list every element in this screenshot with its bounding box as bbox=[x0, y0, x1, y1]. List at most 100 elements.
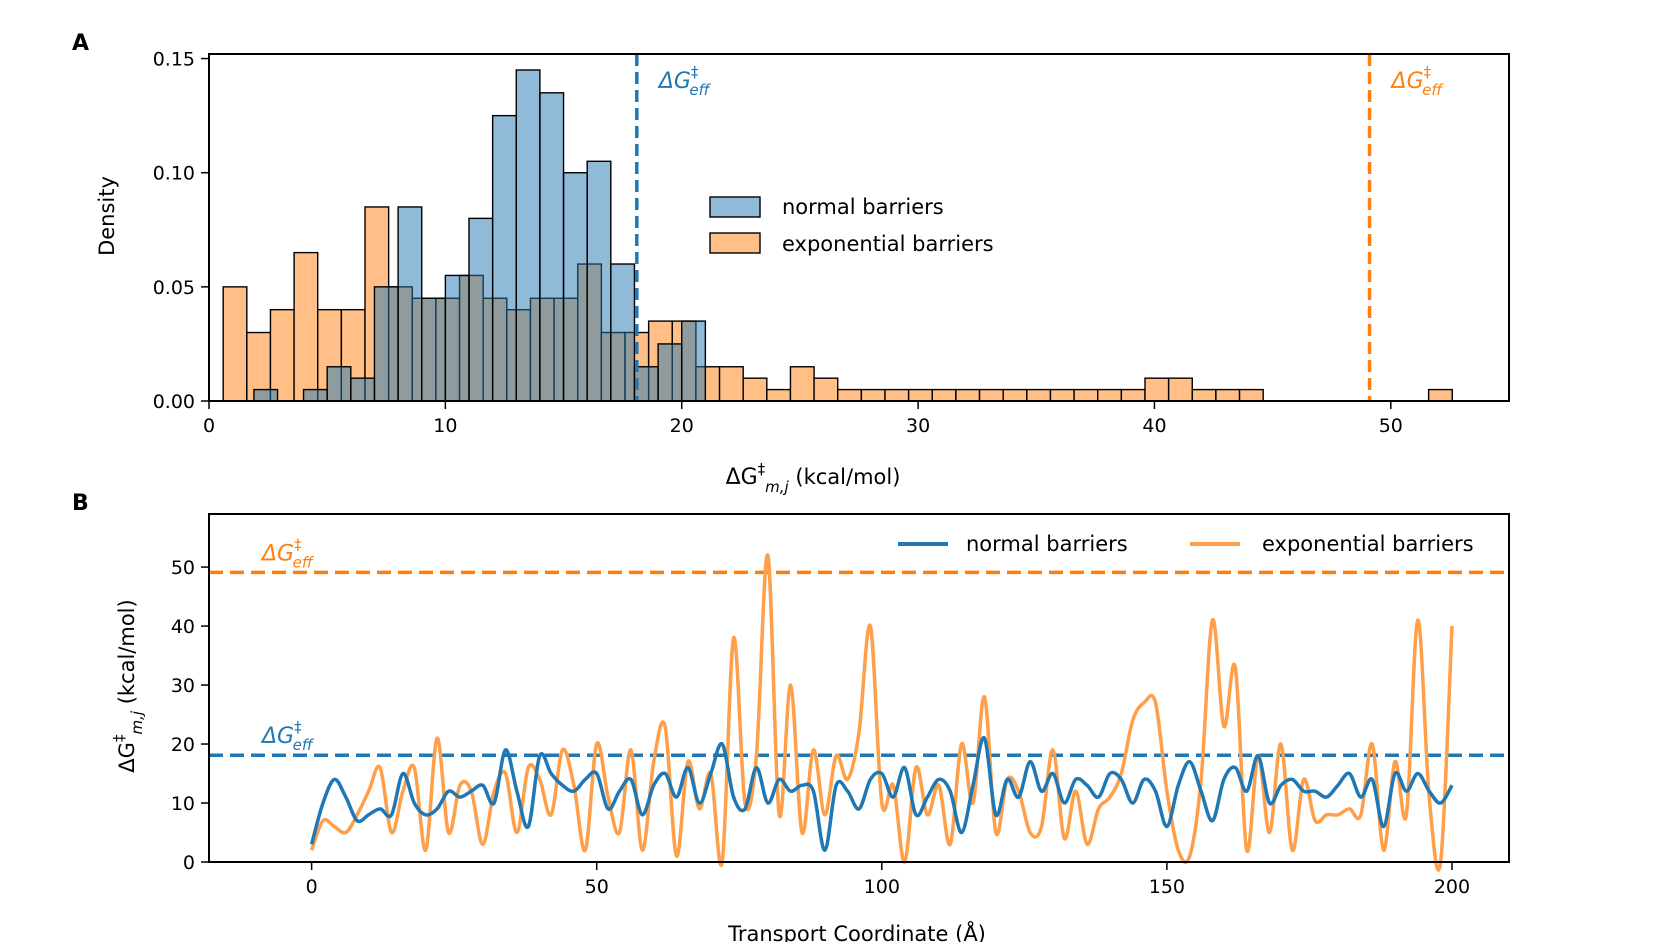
histogram-bar bbox=[302, 388, 328, 402]
hline-annotation-main: ΔG bbox=[260, 724, 294, 749]
histogram-bar bbox=[1167, 377, 1193, 402]
normal-barriers-line bbox=[309, 736, 1454, 852]
x-tick-label: 20 bbox=[670, 415, 694, 437]
hline-annotation-sup: ‡ bbox=[294, 535, 302, 553]
effective-barrier-vlines: ΔG‡ eff ΔG‡ eff bbox=[635, 54, 1444, 401]
histogram-bar bbox=[350, 377, 376, 402]
histogram-bar bbox=[657, 343, 683, 402]
panel-letter-b: B bbox=[72, 491, 89, 516]
x-axis-ticks-b: 0 50 100 150 200 bbox=[306, 862, 1470, 898]
histogram-bar bbox=[860, 388, 886, 402]
histogram-bar bbox=[1238, 388, 1264, 402]
y-axis-label-b-unit: (kcal/mol) bbox=[115, 599, 139, 711]
exponential-barriers-line bbox=[309, 553, 1454, 872]
y-axis-label-b-main: ΔG bbox=[115, 742, 139, 773]
hline-annotation-sub: eff bbox=[293, 553, 315, 571]
y-tick-label: 0.05 bbox=[153, 277, 195, 299]
x-tick-label: 0 bbox=[203, 415, 215, 437]
histogram-bar bbox=[837, 388, 863, 402]
histogram-bar bbox=[1002, 388, 1028, 402]
x-tick-label: 100 bbox=[864, 876, 900, 898]
y-axis-label-b-sup: ‡ bbox=[110, 734, 128, 742]
histogram-bar bbox=[789, 366, 815, 402]
plot-frame-b bbox=[208, 513, 1510, 863]
x-tick-label: 50 bbox=[1379, 415, 1403, 437]
y-tick-label: 50 bbox=[171, 557, 195, 579]
vline-annotation-sup: ‡ bbox=[691, 63, 699, 81]
hline-annotation-sub: eff bbox=[293, 736, 315, 754]
x-tick-label: 10 bbox=[433, 415, 457, 437]
hline-annotation-main: ΔG bbox=[260, 541, 294, 566]
histogram-bar bbox=[718, 366, 744, 402]
histogram-bar bbox=[444, 274, 470, 402]
histogram-bar bbox=[1427, 388, 1453, 402]
x-tick-label: 40 bbox=[1142, 415, 1166, 437]
histogram-bar bbox=[813, 377, 839, 402]
histogram-bar bbox=[1097, 388, 1123, 402]
y-tick-label: 0.15 bbox=[153, 49, 195, 71]
legend-label-exponential: exponential barriers bbox=[782, 232, 994, 256]
legend-label-exponential-b: exponential barriers bbox=[1262, 532, 1474, 556]
x-tick-label: 30 bbox=[906, 415, 930, 437]
histogram-bar bbox=[1215, 388, 1241, 402]
legend-swatch-normal bbox=[709, 196, 761, 218]
y-tick-label: 10 bbox=[171, 793, 195, 815]
x-tick-label: 200 bbox=[1434, 876, 1470, 898]
histogram-bar bbox=[1191, 388, 1217, 402]
y-axis-ticks: 0.00 0.05 0.10 0.15 bbox=[153, 49, 209, 413]
histogram-bar bbox=[293, 251, 319, 402]
histogram-bar bbox=[515, 69, 541, 402]
vline-annotation-main: ΔG bbox=[657, 69, 691, 94]
y-tick-label: 20 bbox=[171, 734, 195, 756]
plot-frame-a bbox=[208, 53, 1510, 402]
histogram-bar bbox=[586, 160, 612, 402]
histogram-bar bbox=[1073, 388, 1099, 402]
vline-annotation: ΔG‡ eff bbox=[657, 63, 712, 99]
y-tick-label: 0.10 bbox=[153, 163, 195, 185]
y-axis-label-a: Density bbox=[95, 176, 119, 256]
histogram-bar bbox=[955, 388, 981, 402]
y-tick-label: 30 bbox=[171, 675, 195, 697]
x-axis-label-a-sup: ‡ bbox=[758, 460, 766, 478]
y-tick-label: 0.00 bbox=[153, 391, 195, 413]
x-axis-label-a-unit: (kcal/mol) bbox=[789, 465, 901, 489]
histogram-bar bbox=[222, 286, 248, 402]
y-tick-label: 0 bbox=[183, 852, 195, 874]
histogram-bar bbox=[539, 92, 565, 402]
histogram-bar bbox=[491, 114, 517, 402]
histogram-bar bbox=[269, 308, 295, 402]
x-axis-label-a-main: ΔG bbox=[726, 465, 758, 490]
panel-a: A ΔG‡ eff ΔG‡ eff 0 10 20 30 40 50 0.000.050.100… bbox=[72, 31, 1510, 496]
histogram-bar bbox=[610, 263, 636, 402]
histogram-bar bbox=[931, 388, 957, 402]
panel-letter-a: A bbox=[72, 31, 89, 56]
histogram-bar bbox=[1120, 388, 1146, 402]
histogram-bar bbox=[1144, 377, 1170, 402]
hline-annotation: ΔG‡ eff bbox=[260, 535, 315, 571]
hline-annotation-sup: ‡ bbox=[294, 718, 302, 736]
histogram-bar bbox=[907, 388, 933, 402]
x-tick-label: 50 bbox=[585, 876, 609, 898]
histogram-bar bbox=[397, 206, 423, 402]
legend-swatch-exponential bbox=[709, 232, 761, 254]
vline-annotation-sub: eff bbox=[1422, 81, 1444, 99]
legend-label-normal-b: normal barriers bbox=[966, 532, 1128, 556]
histogram-bar bbox=[978, 388, 1004, 402]
legend-a: normal barriers exponential barriers bbox=[709, 195, 994, 256]
histogram-bar bbox=[742, 377, 768, 402]
x-axis-label-b: Transport Coordinate (Å) bbox=[727, 920, 986, 942]
histogram-bar bbox=[1049, 388, 1075, 402]
histogram-bar bbox=[681, 320, 707, 402]
x-axis-label-a: ΔG‡m,j (kcal/mol) bbox=[726, 460, 901, 496]
legend-b: normal barriers exponential barriers bbox=[898, 532, 1474, 556]
histogram-bar bbox=[421, 297, 447, 402]
vline-annotation-sub: eff bbox=[689, 81, 711, 99]
hline-annotation: ΔG‡ eff bbox=[260, 718, 315, 754]
histogram-bar bbox=[562, 172, 588, 402]
y-tick-label: 40 bbox=[171, 616, 195, 638]
histogram-bar bbox=[373, 286, 399, 402]
x-axis-ticks: 0 10 20 30 40 50 bbox=[203, 401, 1403, 437]
histogram-bar bbox=[468, 217, 494, 402]
